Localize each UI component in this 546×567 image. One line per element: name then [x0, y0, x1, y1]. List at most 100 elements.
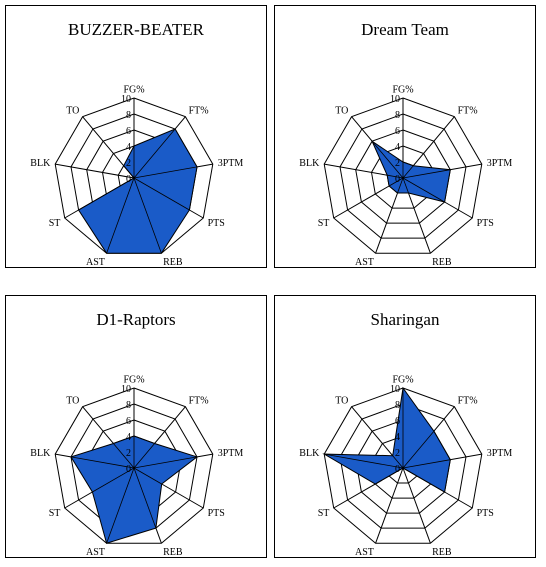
radar-chart: 10 8 6 4 2 0 FG% FT% 3PTM PTS REB AST ST BLK TO [30, 375, 244, 558]
radial-tick-label: 10 [390, 94, 400, 105]
category-label: TO [335, 105, 348, 116]
radial-tick-label: 2 [126, 158, 131, 169]
radial-tick-label: 2 [395, 158, 400, 169]
category-label: REB [163, 257, 183, 267]
radar-spoke-overlay [78, 177, 135, 211]
radial-tick-label: 0 [395, 464, 400, 475]
radial-tick-label: 2 [395, 448, 400, 459]
category-label: AST [355, 547, 374, 557]
radar-spoke-overlay [113, 443, 135, 469]
radial-tick-label: 10 [121, 94, 131, 105]
radar-spoke [375, 467, 404, 544]
chart-title: Sharingan [370, 310, 440, 329]
radial-tick-label: 0 [126, 464, 131, 475]
radial-tick-label: 6 [126, 126, 131, 137]
radial-tick-label: 8 [126, 110, 131, 121]
chart-title: D1-Raptors [96, 310, 176, 329]
category-label: BLK [299, 448, 320, 459]
radial-tick-label: 0 [395, 174, 400, 185]
radial-tick-label: 0 [126, 174, 131, 185]
category-label: AST [86, 547, 105, 557]
radar-spoke-overlay [133, 443, 155, 469]
category-label: ST [318, 218, 330, 229]
radar-spoke-overlay [397, 177, 404, 194]
radar-spoke-overlay [402, 430, 435, 469]
radar-spoke-overlay [402, 467, 445, 493]
radar-spoke-overlay [402, 169, 451, 179]
grid-ring [370, 145, 436, 209]
radar-spoke-overlay [106, 177, 135, 254]
category-label: ST [49, 218, 61, 229]
radar-panel-buzzer-beater: BUZZER-BEATER 10 8 6 4 2 0 FG% FT% 3PTM PTS REB AST… [5, 5, 267, 268]
radar-spoke-overlay [133, 128, 176, 179]
radar-spoke-overlay [324, 453, 404, 469]
radar-spoke-overlay [388, 177, 404, 187]
category-label: ST [318, 508, 330, 519]
radial-tick-label: 6 [126, 416, 131, 427]
radar-chart: 10 8 6 4 2 0 FG% FT% 3PTM PTS REB AST ST BLK TO [299, 375, 513, 558]
grid-ring [54, 387, 214, 544]
category-label: REB [432, 547, 452, 557]
radial-tick-label: 6 [395, 416, 400, 427]
radial-tick-label: 8 [395, 400, 400, 411]
radial-tick-label: 6 [395, 126, 400, 137]
grid-ring [339, 403, 467, 529]
category-label: BLK [299, 158, 320, 169]
radial-tick-label: 10 [121, 384, 131, 395]
category-label: FG% [123, 375, 144, 386]
category-label: TO [335, 395, 348, 406]
grid-ring [339, 113, 467, 239]
radar-spoke-overlay [133, 456, 198, 469]
radar-spoke-overlay [133, 467, 162, 485]
radar-spoke-overlay [106, 467, 135, 544]
grid-ring [355, 129, 451, 224]
radial-tick-label: 4 [395, 432, 400, 443]
radial-tick-label: 8 [126, 400, 131, 411]
category-label: ST [49, 508, 61, 519]
grid-ring [323, 387, 483, 544]
radar-spoke [402, 467, 431, 544]
category-label: FT% [458, 395, 478, 406]
category-label: 3PTM [218, 448, 244, 459]
category-label: FG% [123, 85, 144, 96]
radar-spoke-overlay [133, 467, 157, 529]
category-label: AST [86, 257, 105, 267]
category-label: REB [163, 547, 183, 557]
radar-panel-sharingan: Sharingan 10 8 6 4 2 0 FG% FT% 3PTM PTS REB AST ST BL… [274, 295, 536, 558]
radar-spoke-overlay [371, 140, 404, 179]
category-label: FG% [392, 375, 413, 386]
radar-spoke-overlay [392, 455, 404, 469]
category-label: TO [66, 105, 79, 116]
category-label: PTS [208, 508, 225, 519]
category-label: AST [355, 257, 374, 267]
grid-ring [323, 97, 483, 254]
radial-tick-label: 8 [395, 110, 400, 121]
radial-tick-label: 2 [126, 448, 131, 459]
category-label: 3PTM [487, 158, 513, 169]
radar-spoke-overlay [123, 165, 135, 179]
category-label: FT% [458, 105, 478, 116]
radar-spoke-overlay [402, 165, 414, 179]
category-label: BLK [30, 158, 51, 169]
radar-spoke [55, 163, 135, 179]
radar-spoke-overlay [402, 177, 409, 194]
category-label: REB [432, 257, 452, 267]
radar-spoke-overlay [375, 467, 404, 485]
category-label: TO [66, 395, 79, 406]
radar-spoke-overlay [133, 177, 190, 211]
category-label: 3PTM [487, 448, 513, 459]
chart-title: Dream Team [361, 20, 449, 39]
category-label: PTS [208, 218, 225, 229]
radar-spoke-overlay [387, 174, 404, 179]
data-area [77, 128, 198, 254]
radar-panel-dream-team: Dream Team 10 8 6 4 2 0 FG% FT% 3PTM PTS REB AST ST B… [274, 5, 536, 268]
radar-spoke-overlay [402, 459, 451, 469]
radar-spoke-overlay [133, 166, 198, 179]
radar-panel-d1-raptors: D1-Raptors 10 8 6 4 2 0 FG% FT% 3PTM PTS REB AST ST B… [5, 295, 267, 558]
category-label: FT% [189, 395, 209, 406]
radar-spoke-overlay [133, 177, 162, 254]
category-label: PTS [477, 508, 494, 519]
radar-spoke-overlay [92, 467, 135, 493]
radar-chart: 10 8 6 4 2 0 FG% FT% 3PTM PTS REB AST ST BLK TO [30, 85, 243, 268]
category-label: BLK [30, 448, 51, 459]
